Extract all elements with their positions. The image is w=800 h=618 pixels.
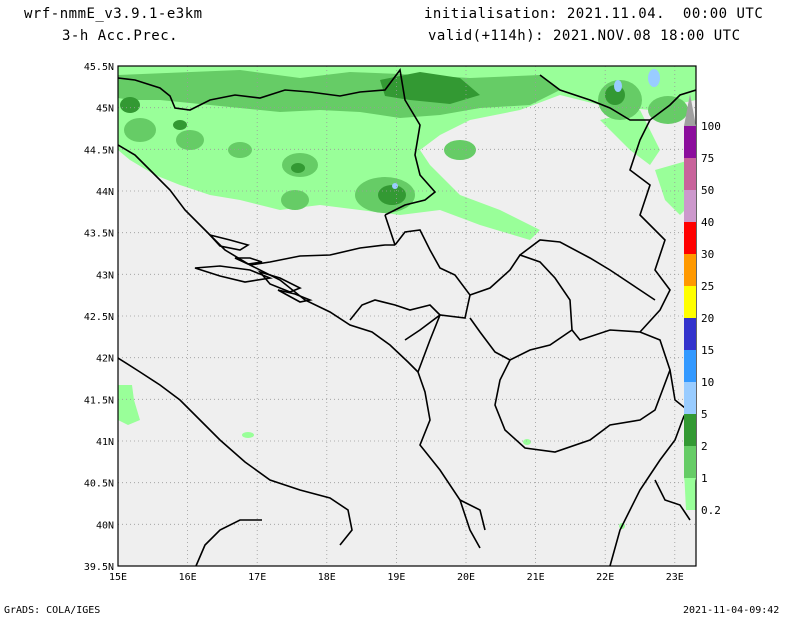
- legend-label: 40: [701, 216, 714, 229]
- legend-swatch: [684, 190, 696, 222]
- legend-swatch: [684, 446, 696, 478]
- lat-tick-label: 40.5N: [84, 479, 114, 490]
- lat-tick-label: 43N: [96, 270, 114, 281]
- legend-swatch: [684, 318, 696, 350]
- precip-very-heavy: [392, 69, 660, 189]
- legend-label: 30: [701, 248, 714, 261]
- lat-tick-label: 41N: [96, 437, 114, 448]
- lat-tick-label: 44N: [96, 187, 114, 198]
- lat-tick-label: 43.5N: [84, 229, 114, 240]
- legend-label: 20: [701, 312, 714, 325]
- legend-label: 5: [701, 408, 708, 421]
- legend-label: 100: [701, 120, 721, 133]
- lat-tick-label: 42N: [96, 354, 114, 365]
- legend-label: 0.2: [701, 504, 721, 517]
- coastlines-borders: [118, 68, 696, 566]
- legend-label: 15: [701, 344, 714, 357]
- legend-swatch: [684, 414, 696, 446]
- lon-axis: 15E 16E 17E 18E 19E 20E 21E 22E 23E: [109, 572, 684, 583]
- legend-swatch: [684, 94, 696, 126]
- init-time: initialisation: 2021.11.04. 00:00 UTC: [424, 6, 764, 22]
- lon-tick-label: 19E: [387, 572, 405, 583]
- legend-swatch: [684, 158, 696, 190]
- lat-axis: 45.5N 45N 44.5N 44N 43.5N 43N 42.5N 42N 41.5N 41N…: [84, 62, 114, 573]
- lon-tick-label: 22E: [596, 572, 614, 583]
- legend-label: 10: [701, 376, 714, 389]
- legend-swatch: [684, 126, 696, 158]
- legend-label: 25: [701, 280, 714, 293]
- lat-tick-label: 41.5N: [84, 395, 114, 406]
- lon-tick-label: 18E: [318, 572, 336, 583]
- legend-label: 2: [701, 440, 708, 453]
- lat-lon-grid: [118, 66, 696, 566]
- lat-tick-label: 45.5N: [84, 62, 114, 73]
- legend-swatch: [684, 286, 696, 318]
- lon-tick-label: 15E: [109, 572, 127, 583]
- legend-swatch: [684, 350, 696, 382]
- lat-tick-label: 42.5N: [84, 312, 114, 323]
- legend-label: 50: [701, 184, 714, 197]
- model-title: wrf-nmmE_v3.9.1-e3km: [24, 6, 203, 22]
- lon-tick-label: 16E: [179, 572, 197, 583]
- legend-label: 75: [701, 152, 714, 165]
- lon-tick-label: 21E: [527, 572, 545, 583]
- field-title: 3-h Acc.Prec.: [62, 28, 179, 44]
- legend-swatch: [684, 382, 696, 414]
- lon-tick-label: 20E: [457, 572, 475, 583]
- valid-time: valid(+114h): 2021.NOV.08 18:00 UTC: [428, 28, 741, 44]
- lon-tick-label: 23E: [666, 572, 684, 583]
- footer-credit: GrADS: COLA/IGES: [4, 605, 101, 616]
- lat-tick-label: 45N: [96, 104, 114, 115]
- legend-swatch: [684, 254, 696, 286]
- lat-tick-label: 40N: [96, 520, 114, 531]
- legend-swatch: [684, 478, 696, 510]
- footer-timestamp: 2021-11-04-09:42: [683, 605, 780, 616]
- legend-label: 1: [701, 472, 708, 485]
- color-legend: 100 75 50 40 30 25 20 15 10 5 2 1 0.2: [684, 94, 721, 517]
- lon-tick-label: 17E: [248, 572, 266, 583]
- legend-swatch: [684, 222, 696, 254]
- lat-tick-label: 44.5N: [84, 145, 114, 156]
- lat-tick-label: 39.5N: [84, 562, 114, 573]
